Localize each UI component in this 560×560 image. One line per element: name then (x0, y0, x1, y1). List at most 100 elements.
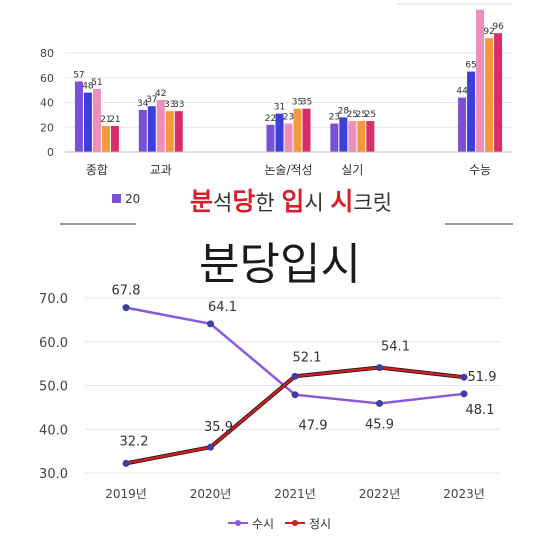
line-x-tick-label: 2019년 (105, 487, 147, 501)
data-label: 67.8 (112, 284, 141, 299)
bar (83, 92, 92, 152)
bar-y-tick-label: 20 (40, 121, 54, 134)
bar-value-label: 37 (146, 95, 157, 105)
bar (174, 111, 183, 152)
bar (101, 126, 110, 152)
bar-value-label: 65 (465, 61, 476, 71)
line-x-tick-label: 2022년 (359, 487, 401, 501)
data-label: 47.9 (299, 419, 328, 434)
bar (476, 9, 485, 152)
watermark-part: 크릿 (353, 191, 393, 215)
bar-value-label: 25 (347, 110, 358, 120)
data-point (460, 373, 468, 381)
bar-value-label: 57 (73, 70, 84, 80)
legend-marker (292, 520, 298, 526)
bar (165, 111, 174, 152)
bar (339, 117, 348, 152)
bar (348, 121, 357, 152)
bar-y-tick-label: 40 (40, 97, 54, 110)
bar-y-tick-label: 80 (40, 47, 54, 60)
bar (485, 38, 494, 152)
bar-value-label: 44 (456, 87, 468, 97)
data-point (376, 364, 383, 372)
data-point (291, 372, 299, 380)
bar-value-label: 28 (338, 106, 350, 116)
watermark-part: 입 (281, 187, 305, 216)
series-line (125, 366, 465, 465)
bar (284, 123, 293, 152)
bar-category-label: 종합 (86, 163, 108, 177)
bar-value-label: 22 (265, 114, 276, 124)
bar (275, 113, 284, 152)
data-label: 48.1 (466, 403, 495, 418)
bar (458, 97, 467, 152)
line-x-tick-label: 2023년 (443, 487, 485, 501)
legend-label: 수시 (252, 517, 274, 531)
watermark-part: 분 (190, 187, 214, 216)
bar-value-label: 34 (137, 99, 149, 109)
bar-value-label: 96 (492, 22, 504, 32)
data-label: 32.2 (120, 434, 149, 449)
bar (266, 124, 275, 152)
bar (293, 108, 302, 152)
bar-value-label: 23 (283, 113, 294, 123)
data-point (207, 443, 214, 451)
bar-legend-label: 20 (125, 192, 140, 206)
page-title: 분당입시 (199, 239, 361, 290)
data-label: 35.9 (204, 420, 233, 435)
legend-marker (235, 520, 241, 526)
data-label: 52.1 (293, 350, 322, 365)
bar-value-label: 25 (365, 110, 376, 120)
watermark-part: 시 (330, 187, 354, 216)
series-line-outline (125, 365, 465, 466)
bar-value-label: 51 (91, 78, 102, 88)
line-y-tick-label: 50.0 (39, 380, 68, 395)
line-x-tick-label: 2020년 (190, 487, 232, 501)
data-point (207, 320, 214, 328)
bar-category-label: 실기 (341, 163, 363, 177)
bar-category-label: 수능 (469, 163, 491, 177)
data-label: 54.1 (381, 340, 410, 355)
data-point (122, 459, 130, 467)
watermark-part: 한 (255, 191, 282, 215)
bar (366, 121, 375, 152)
data-point (291, 391, 299, 399)
data-label: 64.1 (208, 300, 237, 315)
line-chart: 30.0 40.0 50.0 60.0 70.0 2019년 2020년 2021년 2022년… (39, 284, 500, 531)
data-label: 45.9 (365, 417, 394, 432)
bar-value-label: 35 (301, 98, 312, 108)
watermark-part: 석 (213, 191, 233, 215)
watermark-part: 시 (304, 191, 331, 215)
bar-value-label: 31 (274, 103, 285, 113)
bar-y-tick-label: 60 (40, 72, 54, 85)
bar (156, 100, 165, 152)
data-point (460, 390, 468, 398)
bar-chart: 020406080종합5748512121교과3437423333논술/적성22… (40, 3, 513, 225)
bar-value-label: 21 (100, 115, 111, 125)
data-label: 51.9 (468, 370, 497, 385)
line-y-tick-label: 40.0 (39, 423, 68, 438)
bar-y-tick-label: 0 (47, 146, 54, 159)
line-y-tick-label: 60.0 (39, 336, 68, 351)
bar-value-label: 35 (292, 98, 303, 108)
bar (302, 108, 311, 152)
bar-category-label: 논술/적성 (264, 163, 312, 177)
bar-value-label: 42 (155, 89, 166, 99)
bar-value-label: 23 (329, 113, 340, 123)
line-y-tick-label: 30.0 (39, 467, 68, 482)
data-point (376, 399, 383, 407)
bar-value-label: 21 (109, 115, 120, 125)
bar (138, 109, 147, 152)
bar (110, 126, 119, 152)
bar (357, 121, 366, 152)
bar (330, 123, 339, 152)
legend-label: 정시 (309, 517, 331, 531)
bar-value-label: 92 (483, 27, 494, 37)
bar (494, 33, 503, 153)
data-point (122, 304, 130, 312)
bar (147, 106, 156, 152)
bar (74, 81, 83, 152)
watermark-part: 당 (232, 187, 256, 216)
line-y-tick-label: 70.0 (39, 292, 68, 307)
